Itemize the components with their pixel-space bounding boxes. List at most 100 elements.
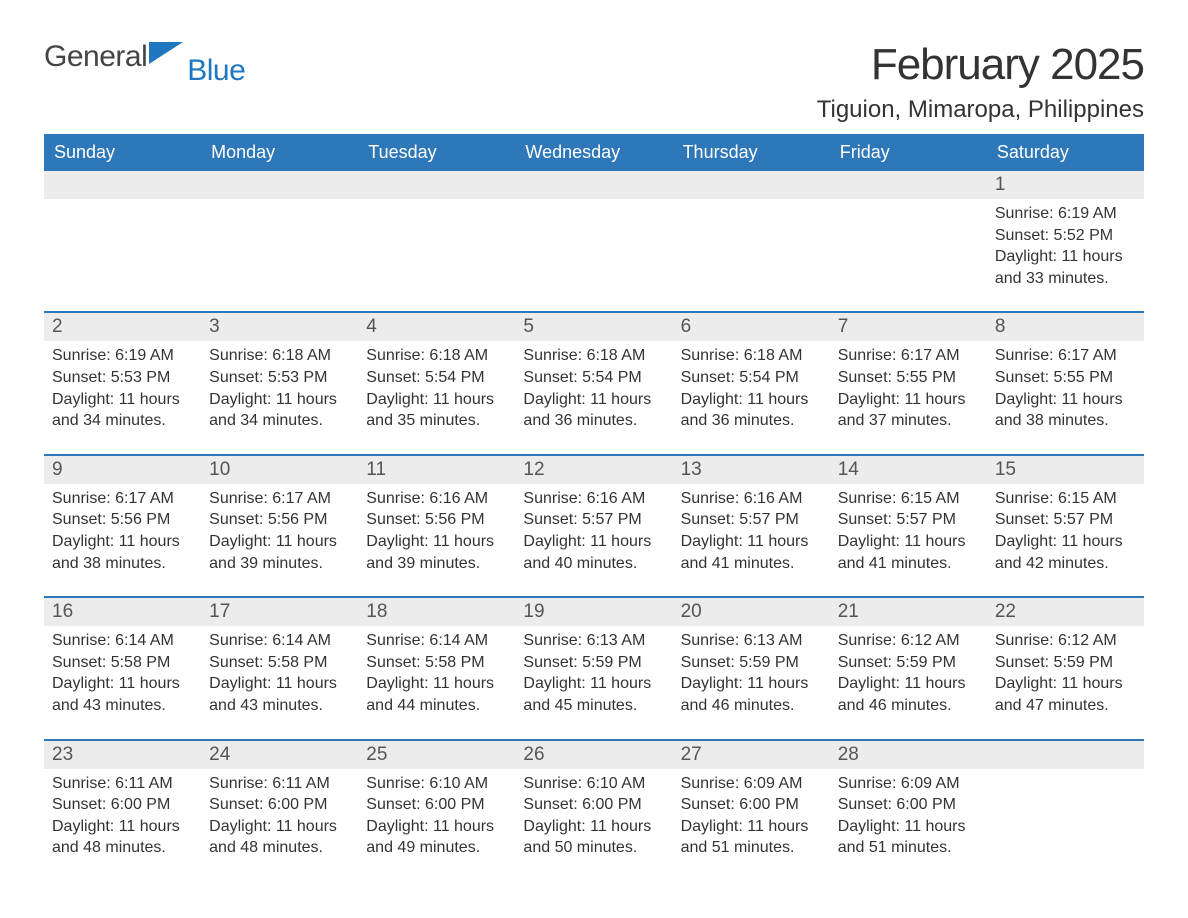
sunrise-line: Sunrise: 6:17 AM bbox=[838, 345, 979, 367]
sunrise-line: Sunrise: 6:14 AM bbox=[209, 630, 350, 652]
sunrise-line: Sunrise: 6:19 AM bbox=[52, 345, 193, 367]
day-number bbox=[987, 741, 1144, 769]
weekday-header-row: SundayMondayTuesdayWednesdayThursdayFrid… bbox=[44, 134, 1144, 171]
daylight-line: Daylight: 11 hours and 46 minutes. bbox=[681, 673, 822, 716]
day-data: Sunrise: 6:13 AMSunset: 5:59 PMDaylight:… bbox=[673, 626, 830, 720]
calendar-day-cell: 28Sunrise: 6:09 AMSunset: 6:00 PMDayligh… bbox=[830, 741, 987, 863]
day-data: Sunrise: 6:19 AMSunset: 5:52 PMDaylight:… bbox=[987, 199, 1144, 293]
title-block: February 2025 Tiguion, Mimaropa, Philipp… bbox=[817, 40, 1144, 124]
sunrise-line: Sunrise: 6:18 AM bbox=[366, 345, 507, 367]
day-data: Sunrise: 6:12 AMSunset: 5:59 PMDaylight:… bbox=[987, 626, 1144, 720]
calendar-day-cell: 26Sunrise: 6:10 AMSunset: 6:00 PMDayligh… bbox=[515, 741, 672, 863]
day-data: Sunrise: 6:11 AMSunset: 6:00 PMDaylight:… bbox=[44, 769, 201, 863]
daylight-line: Daylight: 11 hours and 39 minutes. bbox=[366, 531, 507, 574]
day-data: Sunrise: 6:14 AMSunset: 5:58 PMDaylight:… bbox=[201, 626, 358, 720]
daylight-line: Daylight: 11 hours and 46 minutes. bbox=[838, 673, 979, 716]
sunset-line: Sunset: 6:00 PM bbox=[838, 794, 979, 816]
day-data: Sunrise: 6:14 AMSunset: 5:58 PMDaylight:… bbox=[358, 626, 515, 720]
sunrise-line: Sunrise: 6:15 AM bbox=[838, 488, 979, 510]
daylight-line: Daylight: 11 hours and 45 minutes. bbox=[523, 673, 664, 716]
day-number: 18 bbox=[358, 598, 515, 626]
sunset-line: Sunset: 5:53 PM bbox=[52, 367, 193, 389]
calendar-day-cell: 18Sunrise: 6:14 AMSunset: 5:58 PMDayligh… bbox=[358, 598, 515, 720]
day-data: Sunrise: 6:11 AMSunset: 6:00 PMDaylight:… bbox=[201, 769, 358, 863]
day-number: 9 bbox=[44, 456, 201, 484]
sunset-line: Sunset: 5:57 PM bbox=[523, 509, 664, 531]
day-number: 8 bbox=[987, 313, 1144, 341]
sunrise-line: Sunrise: 6:14 AM bbox=[52, 630, 193, 652]
day-number: 17 bbox=[201, 598, 358, 626]
weekday-header-cell: Tuesday bbox=[358, 134, 515, 171]
daylight-line: Daylight: 11 hours and 42 minutes. bbox=[995, 531, 1136, 574]
calendar-day-cell bbox=[201, 171, 358, 293]
daylight-line: Daylight: 11 hours and 50 minutes. bbox=[523, 816, 664, 859]
calendar-day-cell: 14Sunrise: 6:15 AMSunset: 5:57 PMDayligh… bbox=[830, 456, 987, 578]
day-data: Sunrise: 6:16 AMSunset: 5:57 PMDaylight:… bbox=[515, 484, 672, 578]
sunset-line: Sunset: 6:00 PM bbox=[52, 794, 193, 816]
flag-icon bbox=[149, 42, 183, 64]
day-data: Sunrise: 6:09 AMSunset: 6:00 PMDaylight:… bbox=[830, 769, 987, 863]
calendar-day-cell: 8Sunrise: 6:17 AMSunset: 5:55 PMDaylight… bbox=[987, 313, 1144, 435]
daylight-line: Daylight: 11 hours and 41 minutes. bbox=[838, 531, 979, 574]
sunrise-line: Sunrise: 6:15 AM bbox=[995, 488, 1136, 510]
day-data: Sunrise: 6:17 AMSunset: 5:55 PMDaylight:… bbox=[830, 341, 987, 435]
sunset-line: Sunset: 6:00 PM bbox=[366, 794, 507, 816]
calendar-day-cell: 12Sunrise: 6:16 AMSunset: 5:57 PMDayligh… bbox=[515, 456, 672, 578]
month-title: February 2025 bbox=[817, 40, 1144, 90]
day-number: 27 bbox=[673, 741, 830, 769]
calendar-day-cell: 5Sunrise: 6:18 AMSunset: 5:54 PMDaylight… bbox=[515, 313, 672, 435]
sunrise-line: Sunrise: 6:09 AM bbox=[838, 773, 979, 795]
sunset-line: Sunset: 5:53 PM bbox=[209, 367, 350, 389]
page-header: General Blue February 2025 Tiguion, Mima… bbox=[44, 40, 1144, 124]
day-number: 15 bbox=[987, 456, 1144, 484]
brand-part1: General bbox=[44, 40, 147, 74]
calendar-day-cell: 3Sunrise: 6:18 AMSunset: 5:53 PMDaylight… bbox=[201, 313, 358, 435]
day-number: 12 bbox=[515, 456, 672, 484]
sunset-line: Sunset: 6:00 PM bbox=[681, 794, 822, 816]
sunrise-line: Sunrise: 6:13 AM bbox=[523, 630, 664, 652]
day-data: Sunrise: 6:09 AMSunset: 6:00 PMDaylight:… bbox=[673, 769, 830, 863]
calendar-grid: 1Sunrise: 6:19 AMSunset: 5:52 PMDaylight… bbox=[44, 171, 1144, 863]
day-number: 24 bbox=[201, 741, 358, 769]
weekday-header-cell: Friday bbox=[830, 134, 987, 171]
sunset-line: Sunset: 5:57 PM bbox=[681, 509, 822, 531]
calendar-day-cell: 15Sunrise: 6:15 AMSunset: 5:57 PMDayligh… bbox=[987, 456, 1144, 578]
sunrise-line: Sunrise: 6:17 AM bbox=[52, 488, 193, 510]
day-data: Sunrise: 6:15 AMSunset: 5:57 PMDaylight:… bbox=[987, 484, 1144, 578]
day-data: Sunrise: 6:18 AMSunset: 5:54 PMDaylight:… bbox=[358, 341, 515, 435]
daylight-line: Daylight: 11 hours and 37 minutes. bbox=[838, 389, 979, 432]
calendar-week-row: 1Sunrise: 6:19 AMSunset: 5:52 PMDaylight… bbox=[44, 171, 1144, 293]
weekday-header-cell: Sunday bbox=[44, 134, 201, 171]
daylight-line: Daylight: 11 hours and 44 minutes. bbox=[366, 673, 507, 716]
calendar-day-cell: 25Sunrise: 6:10 AMSunset: 6:00 PMDayligh… bbox=[358, 741, 515, 863]
calendar-day-cell: 20Sunrise: 6:13 AMSunset: 5:59 PMDayligh… bbox=[673, 598, 830, 720]
daylight-line: Daylight: 11 hours and 51 minutes. bbox=[838, 816, 979, 859]
sunset-line: Sunset: 5:58 PM bbox=[209, 652, 350, 674]
calendar-day-cell: 9Sunrise: 6:17 AMSunset: 5:56 PMDaylight… bbox=[44, 456, 201, 578]
day-data bbox=[830, 199, 987, 207]
day-number: 23 bbox=[44, 741, 201, 769]
sunset-line: Sunset: 6:00 PM bbox=[209, 794, 350, 816]
sunrise-line: Sunrise: 6:18 AM bbox=[523, 345, 664, 367]
sunset-line: Sunset: 5:57 PM bbox=[838, 509, 979, 531]
calendar-week-row: 16Sunrise: 6:14 AMSunset: 5:58 PMDayligh… bbox=[44, 596, 1144, 720]
calendar-week-row: 23Sunrise: 6:11 AMSunset: 6:00 PMDayligh… bbox=[44, 739, 1144, 863]
calendar-day-cell: 22Sunrise: 6:12 AMSunset: 5:59 PMDayligh… bbox=[987, 598, 1144, 720]
daylight-line: Daylight: 11 hours and 34 minutes. bbox=[209, 389, 350, 432]
sunrise-line: Sunrise: 6:10 AM bbox=[523, 773, 664, 795]
day-number: 11 bbox=[358, 456, 515, 484]
calendar-day-cell: 2Sunrise: 6:19 AMSunset: 5:53 PMDaylight… bbox=[44, 313, 201, 435]
calendar-day-cell: 4Sunrise: 6:18 AMSunset: 5:54 PMDaylight… bbox=[358, 313, 515, 435]
sunrise-line: Sunrise: 6:18 AM bbox=[681, 345, 822, 367]
weekday-header-cell: Wednesday bbox=[515, 134, 672, 171]
day-number: 22 bbox=[987, 598, 1144, 626]
brand-logo: General Blue bbox=[44, 40, 245, 74]
day-number: 25 bbox=[358, 741, 515, 769]
sunset-line: Sunset: 5:57 PM bbox=[995, 509, 1136, 531]
daylight-line: Daylight: 11 hours and 40 minutes. bbox=[523, 531, 664, 574]
sunrise-line: Sunrise: 6:19 AM bbox=[995, 203, 1136, 225]
calendar-day-cell: 19Sunrise: 6:13 AMSunset: 5:59 PMDayligh… bbox=[515, 598, 672, 720]
calendar-day-cell: 11Sunrise: 6:16 AMSunset: 5:56 PMDayligh… bbox=[358, 456, 515, 578]
day-data: Sunrise: 6:18 AMSunset: 5:53 PMDaylight:… bbox=[201, 341, 358, 435]
daylight-line: Daylight: 11 hours and 47 minutes. bbox=[995, 673, 1136, 716]
